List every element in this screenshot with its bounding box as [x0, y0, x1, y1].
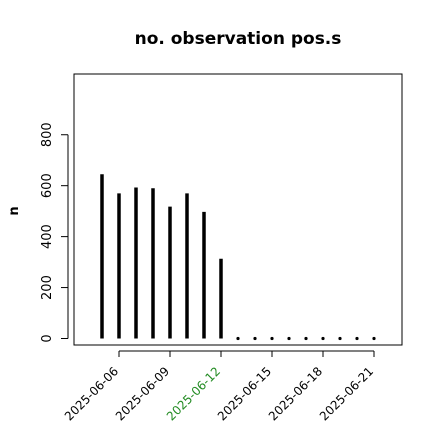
x-tick-label: 2025-06-09	[113, 364, 172, 423]
bar-zero-marker	[236, 336, 240, 341]
bar-zero-marker	[287, 336, 291, 341]
bar-zero-marker	[372, 336, 376, 341]
y-tick-label: 0	[40, 334, 55, 342]
bar-zero-marker	[338, 336, 342, 341]
chart-title: no. observation pos.s	[135, 29, 342, 49]
y-tick-label: 200	[40, 275, 55, 300]
bar-zero-marker	[355, 336, 359, 341]
y-tick-label: 600	[40, 173, 55, 198]
bar-series	[100, 174, 376, 341]
plot-frame	[73, 73, 403, 346]
x-tick-label: 2025-06-06	[62, 364, 121, 423]
x-tick-label: 2025-06-21	[317, 364, 376, 423]
y-axis: 0 200 400 600 800	[40, 122, 69, 343]
bar-zero-marker	[253, 336, 257, 341]
x-axis: 2025-06-062025-06-092025-06-122025-06-15…	[62, 350, 376, 423]
bar-zero-marker	[304, 336, 308, 341]
x-tick-label: 2025-06-12	[164, 364, 223, 423]
y-tick-label: 400	[40, 224, 55, 249]
y-axis-label: n	[7, 206, 22, 215]
x-tick-label: 2025-06-15	[215, 364, 274, 423]
y-tick-label: 800	[40, 122, 55, 147]
bar-zero-marker	[270, 336, 274, 341]
x-tick-label: 2025-06-18	[266, 364, 325, 423]
bar-zero-marker	[321, 336, 325, 341]
